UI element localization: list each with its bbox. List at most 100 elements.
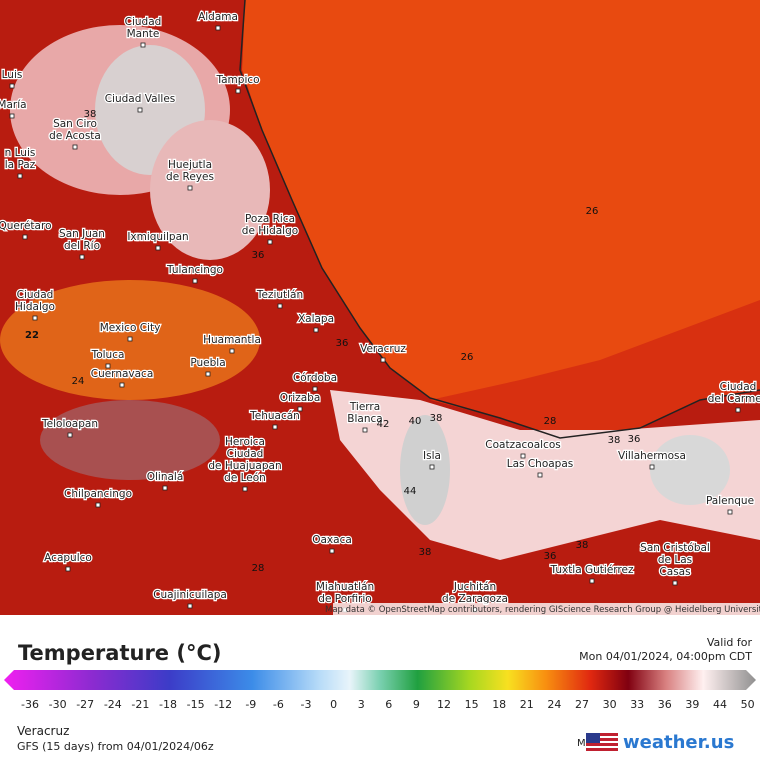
place: Aldama [197,10,239,31]
colorbar-tick-label: -36 [21,698,39,711]
place: Olinalá [145,470,185,491]
place-marker [267,239,273,245]
attribution: Map data © OpenStreetMap contributors, r… [325,605,760,615]
place-label: Ciudad Valles [105,93,176,105]
place-label: San Cristóbal [640,542,710,554]
place-marker [22,234,28,240]
place: Veracruz [359,342,408,363]
contour-label: 40 [409,416,422,427]
place-marker [429,464,435,470]
place-marker [727,509,733,515]
place: Toluca [89,348,126,369]
place-label: de Acosta [49,130,101,142]
place: Tampico [214,73,261,94]
place-label: Poza Rica [245,213,295,225]
flag [586,733,618,751]
place-marker [79,254,85,260]
place-label: Puebla [190,357,225,369]
colorbar-tick-label: 30 [603,698,617,711]
place-label: Blanca [347,413,382,425]
place-label: Oaxaca [312,534,352,546]
place-label: Teziutlán [256,289,303,301]
contour-label: 38 [576,540,589,551]
attribution-bg [333,603,760,615]
colorbar-tick-label: 12 [437,698,451,711]
place-label: Toluca [91,349,125,361]
place-label: Tampico [215,74,259,86]
place-label: Tulancingo [166,264,223,276]
place-marker [17,173,23,179]
place-label: Aldama [198,11,238,23]
place-marker [329,548,335,554]
contour-label: 36 [544,551,557,562]
colorbar-tick-label: -12 [214,698,232,711]
place: Mexico City [98,321,162,342]
place-marker [192,278,198,284]
contour-label: 26 [586,206,599,217]
place-label: Córdoba [293,372,337,384]
place-label: Villahermosa [618,450,686,462]
contour-label: 24 [72,376,85,387]
colorbar-tick-label: -3 [301,698,312,711]
place-label: Hidalgo [15,301,55,313]
place-label: Cuernavaca [91,368,154,380]
place-label: Olinalá [147,471,184,483]
place-marker [162,485,168,491]
place: María [0,98,28,119]
place-label: del Río [64,240,100,252]
place-label: Chilpancingo [64,488,132,500]
place: Huamantla [202,333,262,354]
place-label: Ciudad [227,448,264,460]
place-label: Teloloapan [41,418,98,430]
place-label: Coatzacoalcos [485,439,560,451]
place-marker [537,472,543,478]
colorbar [4,670,756,690]
colorbar-tick-label: 15 [465,698,479,711]
place-label: del Carmen [708,393,760,405]
place-marker [67,432,73,438]
place: Las Choapas [505,457,575,478]
place-marker [137,107,143,113]
colorbar-tick-label: -24 [104,698,122,711]
place-marker [187,603,193,609]
place-label: San Ciro [53,118,97,130]
contour-label: 22 [25,330,39,341]
place-label: de León [224,472,266,484]
colorbar-tick-label: 3 [358,698,365,711]
place-label: Huamantla [203,334,261,346]
place: Palenque [705,494,755,515]
place: Tehuacán [248,409,301,430]
colorbar-tick-label: -6 [273,698,284,711]
place-marker [140,42,146,48]
place-label: Querétaro [0,220,52,232]
place: Ixmiquilpan [126,230,190,251]
colorbar-tick-label: 36 [658,698,672,711]
place: Ciudad Valles [103,92,177,113]
place-marker [312,386,318,392]
colorbar-tick-label: -18 [159,698,177,711]
place-label: Ixmiquilpan [127,231,188,243]
place-label: Tuxtla Gutiérrez [550,564,634,576]
place-marker [272,424,278,430]
place-label: de Huajuapan [208,460,281,472]
place-marker [72,144,78,150]
place-label: Tehuacán [249,410,300,422]
place-marker [65,566,71,572]
place: Teziutlán [255,288,304,309]
place-label: la Paz [5,159,36,171]
place-label: n Luis [5,147,36,159]
place-marker [155,245,161,251]
colorbar-tick-label: 6 [385,698,392,711]
place-label: Casas [659,566,690,578]
valid-time: Mon 04/01/2024, 04:00pm CDT [579,650,752,663]
contour-label: 28 [252,563,265,574]
place: Luis [0,68,24,89]
